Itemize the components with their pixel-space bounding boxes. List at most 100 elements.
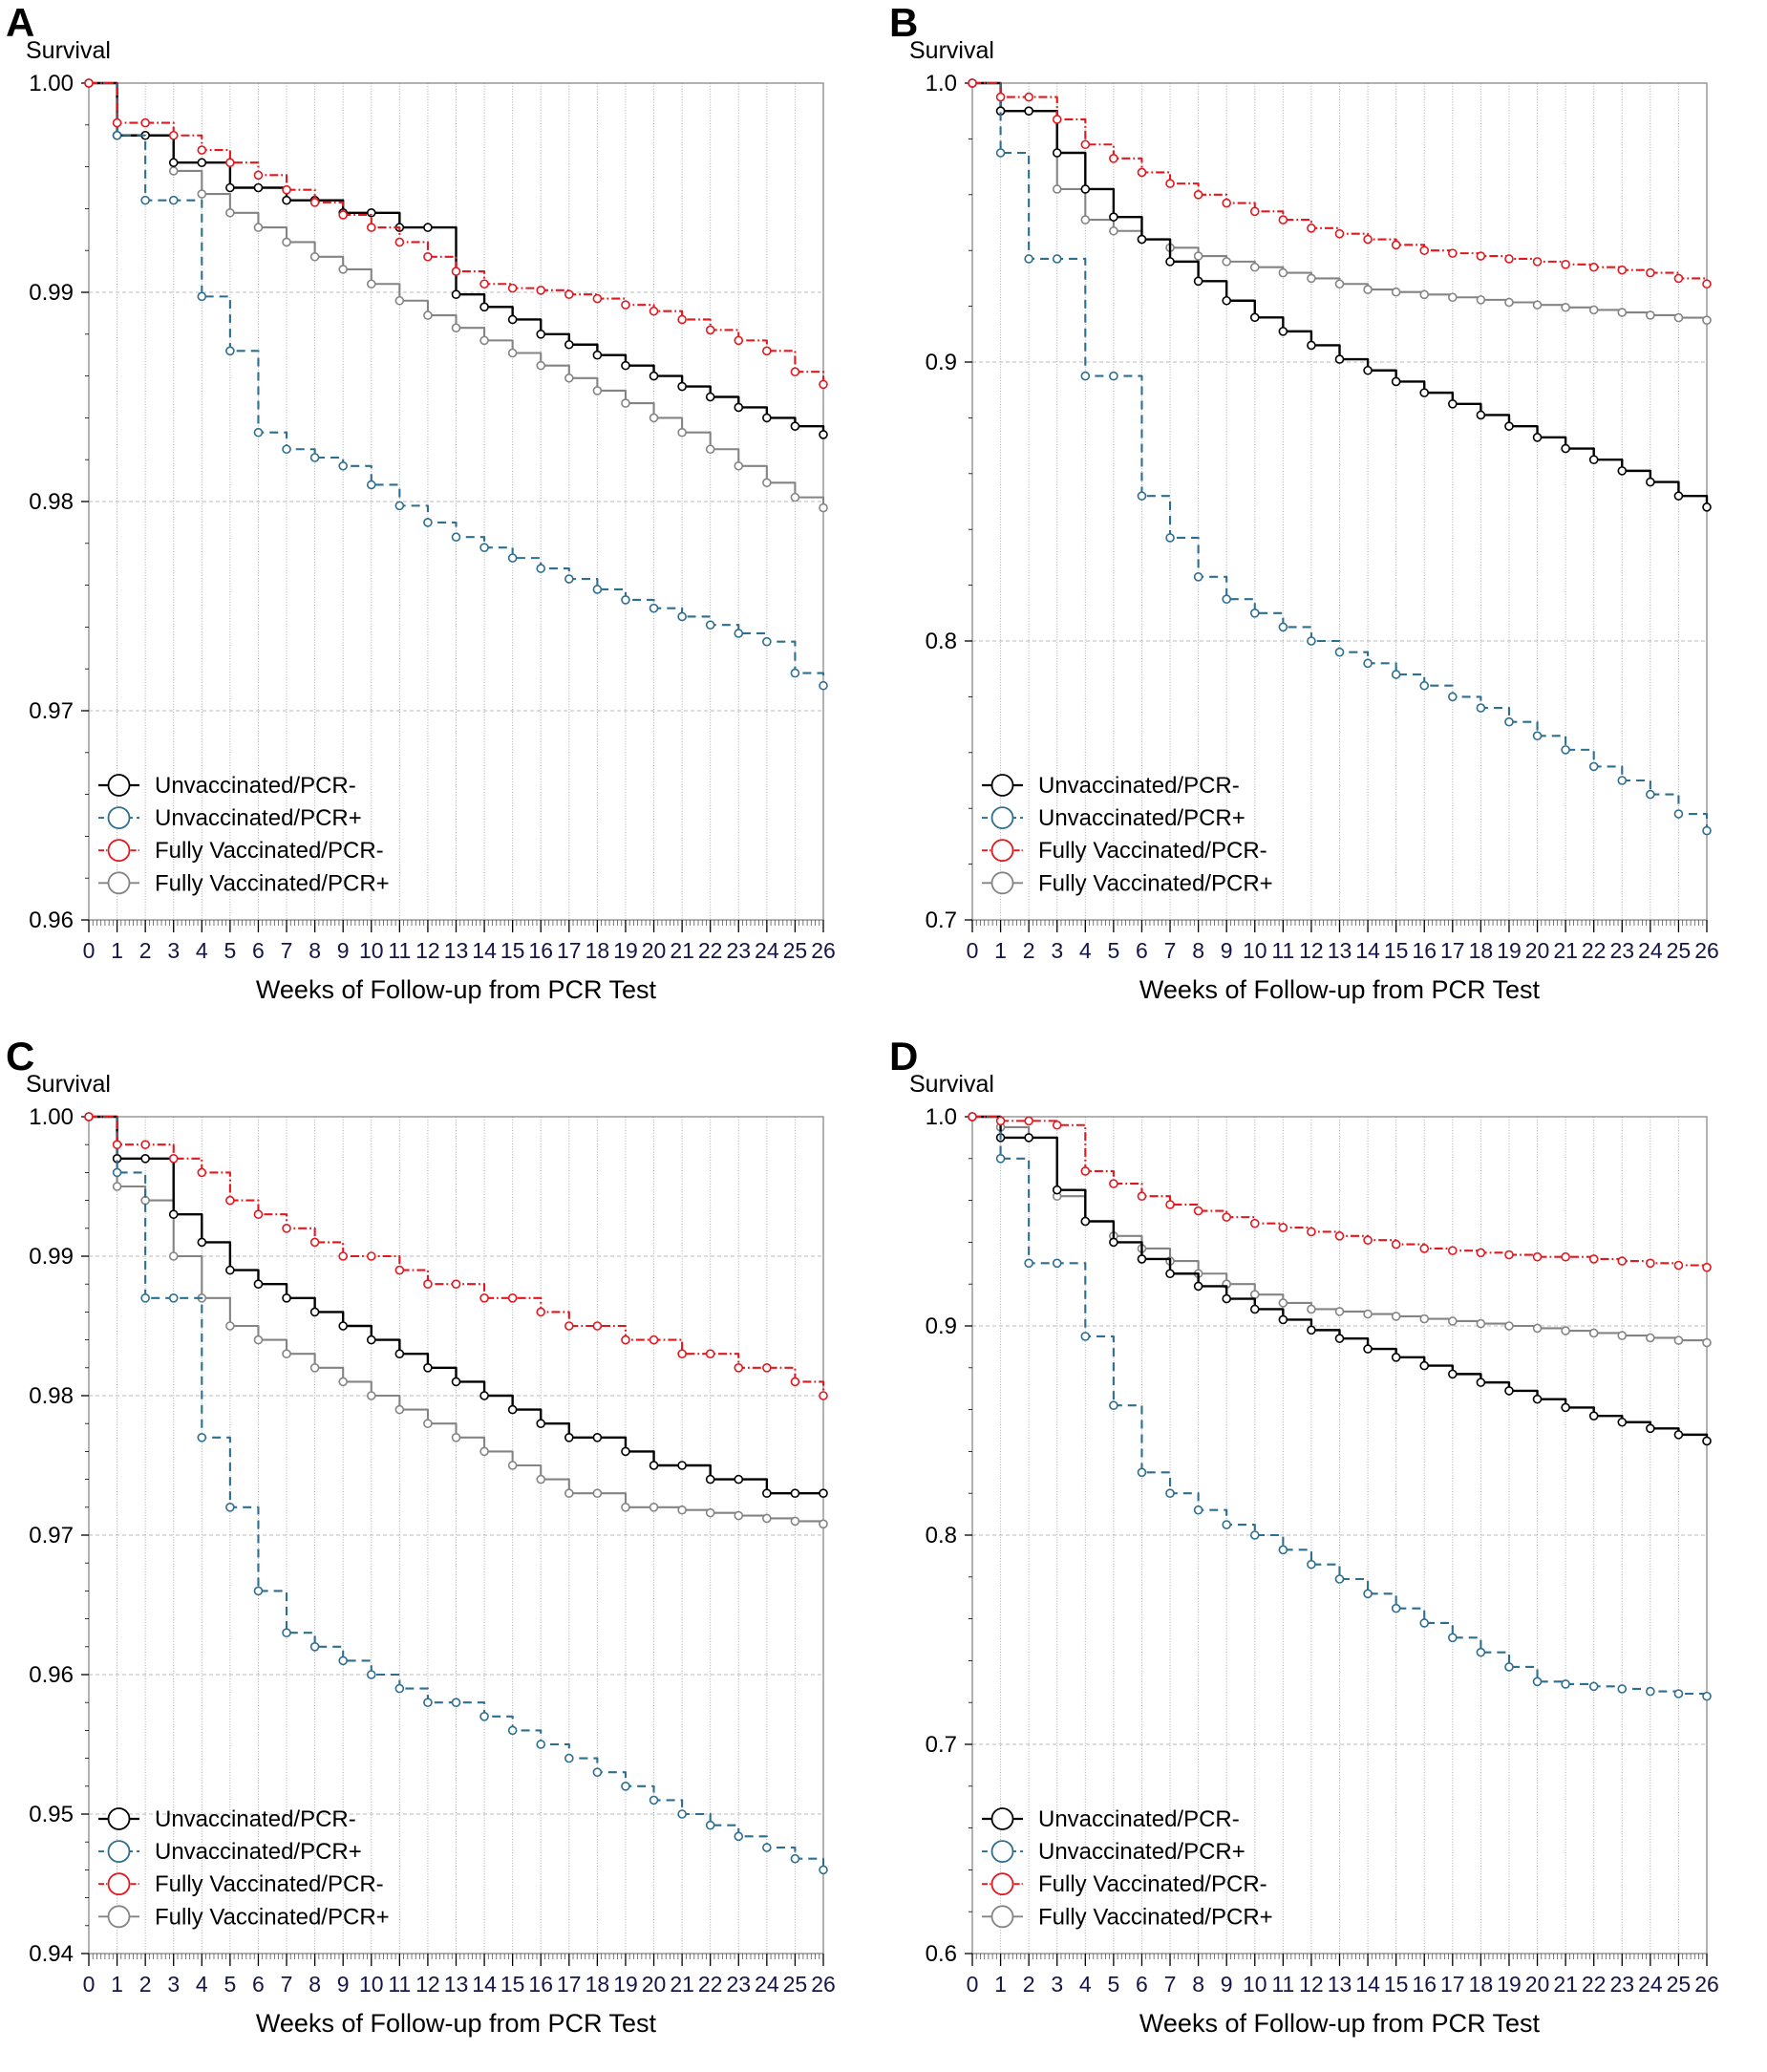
svg-text:0: 0 bbox=[967, 938, 979, 963]
svg-text:26: 26 bbox=[1694, 1972, 1719, 1997]
svg-text:14: 14 bbox=[1355, 1972, 1380, 1997]
svg-text:0: 0 bbox=[83, 938, 96, 963]
svg-text:13: 13 bbox=[1328, 938, 1352, 963]
svg-text:6: 6 bbox=[1136, 1972, 1148, 1997]
svg-text:21: 21 bbox=[670, 938, 694, 963]
svg-text:12: 12 bbox=[415, 1972, 440, 1997]
svg-text:25: 25 bbox=[783, 938, 808, 963]
svg-text:Unvaccinated/PCR+: Unvaccinated/PCR+ bbox=[1038, 1839, 1245, 1865]
svg-text:Unvaccinated/PCR-: Unvaccinated/PCR- bbox=[155, 1806, 356, 1832]
svg-text:1.00: 1.00 bbox=[29, 71, 74, 96]
svg-text:0.7: 0.7 bbox=[926, 1732, 957, 1758]
svg-text:10: 10 bbox=[359, 938, 384, 963]
svg-text:0.8: 0.8 bbox=[926, 1523, 957, 1549]
svg-text:2: 2 bbox=[1023, 938, 1035, 963]
svg-text:4: 4 bbox=[1079, 1972, 1092, 1997]
svg-text:14: 14 bbox=[472, 1972, 497, 1997]
svg-text:7: 7 bbox=[281, 1972, 293, 1997]
svg-text:Survival: Survival bbox=[909, 1071, 994, 1098]
svg-text:Weeks of Follow-up from PCR Te: Weeks of Follow-up from PCR Test bbox=[1139, 975, 1541, 1004]
svg-text:24: 24 bbox=[1638, 1972, 1663, 1997]
svg-text:14: 14 bbox=[1355, 938, 1380, 963]
svg-text:16: 16 bbox=[528, 1972, 553, 1997]
svg-text:2: 2 bbox=[139, 938, 152, 963]
svg-text:Unvaccinated/PCR+: Unvaccinated/PCR+ bbox=[1038, 805, 1245, 831]
svg-text:22: 22 bbox=[698, 938, 723, 963]
svg-text:19: 19 bbox=[613, 938, 638, 963]
svg-text:2: 2 bbox=[139, 1972, 152, 1997]
svg-text:23: 23 bbox=[1609, 1972, 1634, 1997]
svg-text:Unvaccinated/PCR+: Unvaccinated/PCR+ bbox=[155, 805, 362, 831]
svg-text:11: 11 bbox=[388, 938, 411, 963]
svg-text:9: 9 bbox=[1221, 938, 1233, 963]
svg-text:9: 9 bbox=[337, 1972, 350, 1997]
svg-text:22: 22 bbox=[1582, 1972, 1607, 1997]
svg-text:26: 26 bbox=[1694, 938, 1719, 963]
svg-text:10: 10 bbox=[359, 1972, 384, 1997]
svg-text:0.98: 0.98 bbox=[29, 489, 74, 515]
svg-text:0: 0 bbox=[967, 1972, 979, 1997]
svg-text:9: 9 bbox=[1221, 1972, 1233, 1997]
svg-text:Weeks of Follow-up from PCR Te: Weeks of Follow-up from PCR Test bbox=[256, 2009, 657, 2038]
svg-text:19: 19 bbox=[613, 1972, 638, 1997]
svg-text:1: 1 bbox=[111, 1972, 123, 1997]
svg-text:Unvaccinated/PCR-: Unvaccinated/PCR- bbox=[1038, 773, 1240, 799]
svg-text:0.9: 0.9 bbox=[926, 350, 957, 375]
svg-text:16: 16 bbox=[1412, 1972, 1437, 1997]
svg-text:22: 22 bbox=[698, 1972, 723, 1997]
svg-text:17: 17 bbox=[1440, 1972, 1465, 1997]
svg-text:12: 12 bbox=[1299, 1972, 1324, 1997]
svg-text:Fully Vaccinated/PCR-: Fully Vaccinated/PCR- bbox=[155, 1871, 384, 1897]
svg-text:0: 0 bbox=[83, 1972, 96, 1997]
svg-text:0.97: 0.97 bbox=[29, 1523, 74, 1549]
svg-text:0.99: 0.99 bbox=[29, 1244, 74, 1270]
svg-text:1: 1 bbox=[111, 938, 123, 963]
svg-text:10: 10 bbox=[1243, 938, 1267, 963]
svg-text:3: 3 bbox=[167, 938, 180, 963]
svg-text:12: 12 bbox=[415, 938, 440, 963]
svg-text:21: 21 bbox=[1553, 1972, 1578, 1997]
svg-text:7: 7 bbox=[1164, 1972, 1177, 1997]
svg-text:20: 20 bbox=[1525, 1972, 1550, 1997]
svg-text:6: 6 bbox=[252, 938, 265, 963]
svg-text:9: 9 bbox=[337, 938, 350, 963]
svg-text:Fully Vaccinated/PCR+: Fully Vaccinated/PCR+ bbox=[155, 1904, 390, 1930]
svg-text:26: 26 bbox=[811, 1972, 836, 1997]
svg-text:0.98: 0.98 bbox=[29, 1383, 74, 1409]
svg-text:0.96: 0.96 bbox=[29, 908, 74, 933]
svg-text:11: 11 bbox=[1271, 938, 1294, 963]
svg-text:17: 17 bbox=[557, 1972, 582, 1997]
svg-text:7: 7 bbox=[1164, 938, 1177, 963]
svg-text:23: 23 bbox=[726, 1972, 751, 1997]
svg-text:20: 20 bbox=[642, 1972, 667, 1997]
svg-text:1.0: 1.0 bbox=[926, 1104, 957, 1130]
svg-text:10: 10 bbox=[1243, 1972, 1267, 1997]
svg-text:13: 13 bbox=[444, 938, 469, 963]
svg-text:0.97: 0.97 bbox=[29, 698, 74, 724]
svg-text:25: 25 bbox=[783, 1972, 808, 1997]
svg-text:15: 15 bbox=[1384, 1972, 1409, 1997]
svg-text:1.00: 1.00 bbox=[29, 1104, 74, 1130]
svg-text:5: 5 bbox=[1107, 1972, 1119, 1997]
svg-text:8: 8 bbox=[1192, 1972, 1204, 1997]
svg-text:1.0: 1.0 bbox=[926, 71, 957, 96]
svg-text:Survival: Survival bbox=[26, 1071, 111, 1098]
svg-text:Survival: Survival bbox=[26, 37, 111, 64]
svg-text:14: 14 bbox=[472, 938, 497, 963]
svg-text:11: 11 bbox=[1271, 1972, 1294, 1997]
svg-text:21: 21 bbox=[670, 1972, 694, 1997]
svg-text:Fully Vaccinated/PCR-: Fully Vaccinated/PCR- bbox=[1038, 838, 1267, 864]
svg-text:0.95: 0.95 bbox=[29, 1802, 74, 1827]
svg-text:17: 17 bbox=[1440, 938, 1465, 963]
svg-text:22: 22 bbox=[1582, 938, 1607, 963]
svg-text:15: 15 bbox=[500, 938, 525, 963]
svg-text:Fully Vaccinated/PCR-: Fully Vaccinated/PCR- bbox=[155, 838, 384, 864]
svg-text:24: 24 bbox=[755, 938, 779, 963]
svg-text:Unvaccinated/PCR-: Unvaccinated/PCR- bbox=[1038, 1806, 1240, 1832]
svg-text:20: 20 bbox=[1525, 938, 1550, 963]
svg-text:6: 6 bbox=[1136, 938, 1148, 963]
svg-text:Fully Vaccinated/PCR+: Fully Vaccinated/PCR+ bbox=[155, 870, 390, 896]
svg-text:Fully Vaccinated/PCR-: Fully Vaccinated/PCR- bbox=[1038, 1871, 1267, 1897]
svg-text:15: 15 bbox=[1384, 938, 1409, 963]
svg-text:0.8: 0.8 bbox=[926, 629, 957, 654]
